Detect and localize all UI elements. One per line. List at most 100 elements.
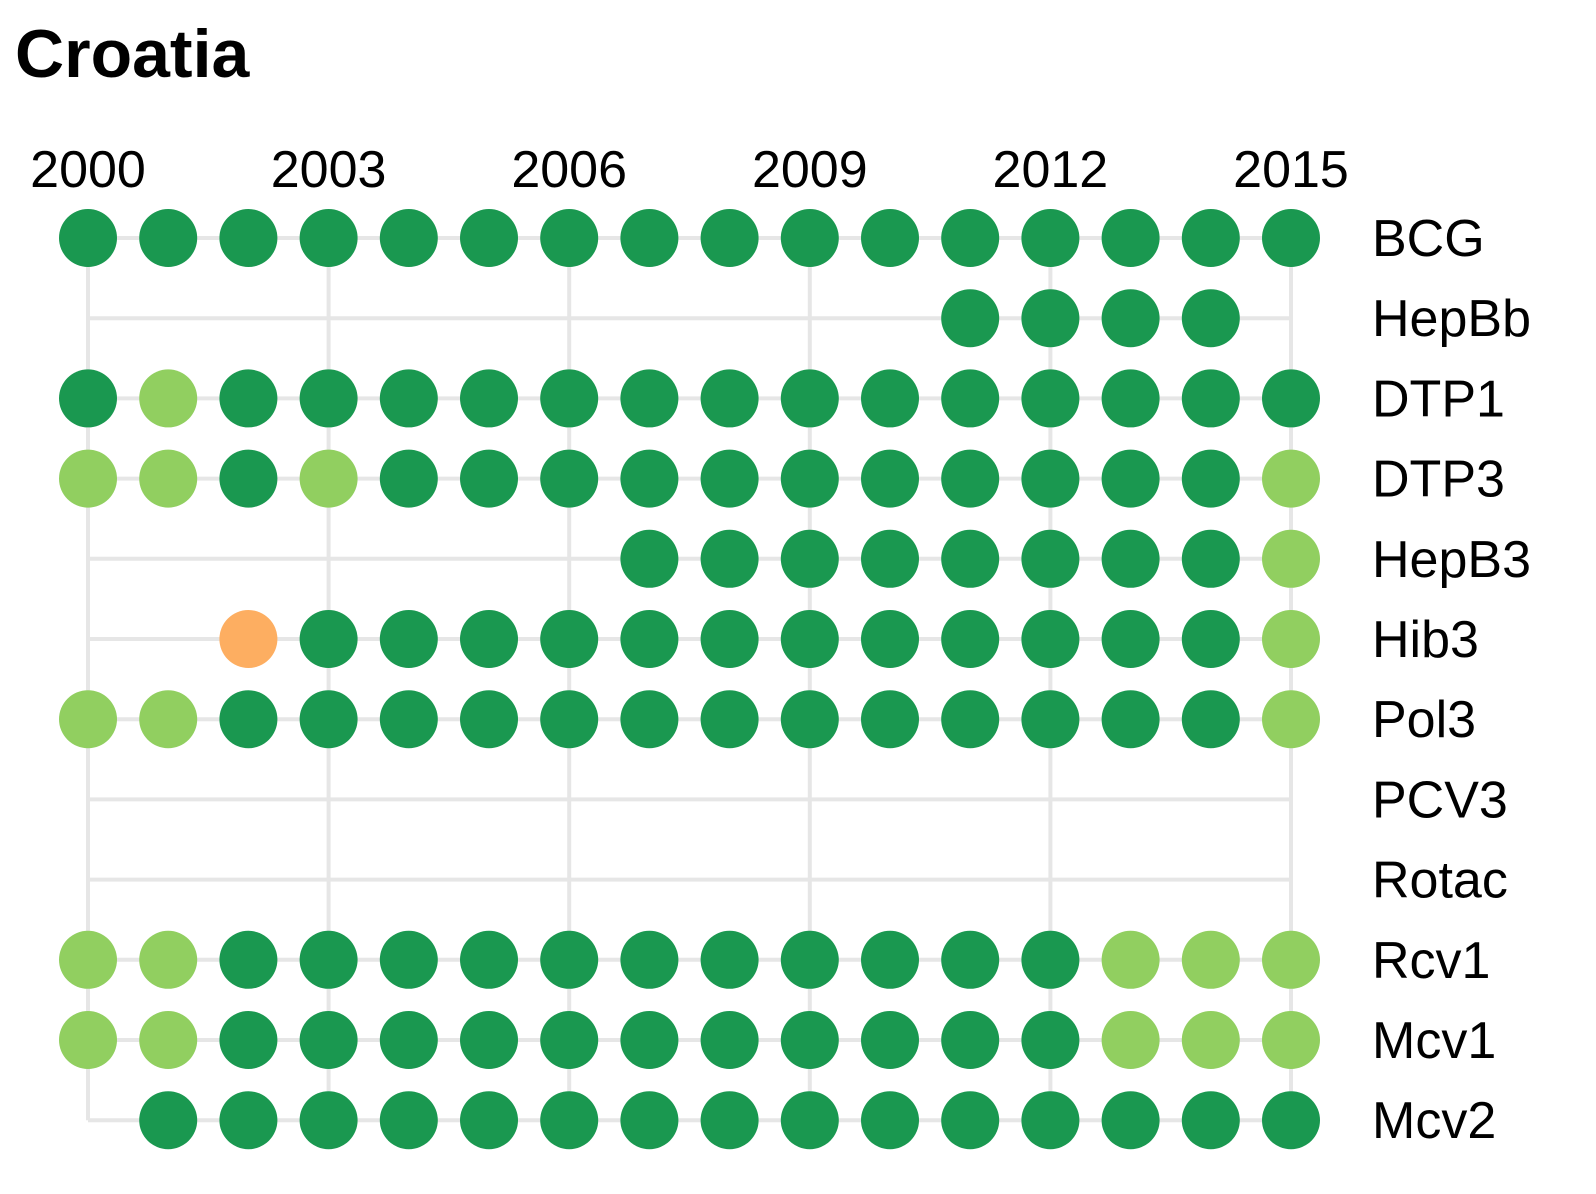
- coverage-dot: [1101, 449, 1160, 508]
- coverage-dot: [540, 209, 599, 267]
- coverage-dot: [861, 209, 919, 267]
- coverage-dot: [780, 610, 839, 668]
- x-tick-label: 2003: [271, 141, 387, 199]
- coverage-dot: [1262, 529, 1320, 588]
- coverage-dot: [139, 1091, 198, 1150]
- coverage-dot: [1101, 690, 1160, 749]
- coverage-dot: [1101, 369, 1160, 428]
- row-label: Pol3: [1372, 691, 1476, 749]
- coverage-dot: [941, 690, 1000, 749]
- coverage-dot: [1262, 610, 1320, 668]
- coverage-dot: [379, 1091, 438, 1150]
- coverage-dot: [299, 1091, 358, 1150]
- coverage-dot: [1021, 449, 1080, 508]
- coverage-dot: [780, 930, 839, 989]
- coverage-dot: [460, 449, 518, 508]
- coverage-dot: [780, 209, 839, 267]
- coverage-dot: [219, 1091, 278, 1150]
- coverage-dot: [1262, 690, 1320, 749]
- coverage-dot: [460, 930, 518, 989]
- coverage-dot: [620, 449, 679, 508]
- coverage-dot: [700, 209, 759, 267]
- coverage-dot: [139, 1011, 198, 1069]
- coverage-dot: [1181, 690, 1240, 749]
- coverage-dot: [1021, 930, 1080, 989]
- coverage-dot: [941, 930, 1000, 989]
- row-label: Rotac: [1372, 852, 1508, 910]
- coverage-dot: [540, 690, 599, 749]
- coverage-dot: [460, 209, 518, 267]
- coverage-dot: [1021, 529, 1080, 588]
- coverage-dot: [780, 449, 839, 508]
- coverage-dot: [1181, 610, 1240, 668]
- coverage-dot: [59, 449, 117, 508]
- coverage-dot: [780, 529, 839, 588]
- coverage-dot: [299, 449, 358, 508]
- coverage-dot: [861, 1011, 919, 1069]
- row-label: Rcv1: [1372, 932, 1490, 990]
- coverage-dot: [379, 369, 438, 428]
- coverage-dot: [460, 690, 518, 749]
- coverage-dot: [540, 1011, 599, 1069]
- coverage-dot: [540, 449, 599, 508]
- row-label: HepBb: [1372, 290, 1531, 348]
- coverage-dot: [219, 1011, 278, 1069]
- coverage-dot: [620, 369, 679, 428]
- coverage-dot: [139, 209, 198, 267]
- coverage-dot: [941, 610, 1000, 668]
- coverage-dot: [1101, 529, 1160, 588]
- coverage-dot: [1181, 289, 1240, 348]
- coverage-dot: [1181, 209, 1240, 267]
- coverage-dot: [219, 449, 278, 508]
- coverage-dot: [1101, 1091, 1160, 1150]
- coverage-dot: [1101, 289, 1160, 348]
- coverage-dot: [139, 930, 198, 989]
- coverage-dot: [1101, 209, 1160, 267]
- x-tick-label: 2015: [1233, 141, 1349, 199]
- coverage-dot: [700, 610, 759, 668]
- coverage-dot: [299, 930, 358, 989]
- coverage-dot: [1101, 1011, 1160, 1069]
- coverage-dot: [540, 930, 599, 989]
- coverage-dot: [620, 930, 679, 989]
- coverage-dot: [700, 449, 759, 508]
- coverage-dot: [700, 930, 759, 989]
- coverage-dot: [620, 209, 679, 267]
- coverage-dot: [379, 209, 438, 267]
- coverage-dot: [620, 1011, 679, 1069]
- coverage-dot: [139, 449, 198, 508]
- row-label: BCG: [1372, 210, 1485, 268]
- coverage-dot: [59, 1011, 117, 1069]
- x-axis-tick-labels: 2000 2003 2006 2009 2012 2015: [30, 141, 1349, 199]
- x-tick-label: 2012: [993, 141, 1109, 199]
- chart-title: Croatia: [15, 16, 250, 92]
- coverage-dot: [299, 209, 358, 267]
- row-label: HepB3: [1372, 531, 1531, 589]
- coverage-dot: [861, 449, 919, 508]
- coverage-dot: [540, 369, 599, 428]
- coverage-dot: [1101, 610, 1160, 668]
- coverage-dot: [299, 1011, 358, 1069]
- coverage-dot: [1262, 449, 1320, 508]
- coverage-dot: [861, 610, 919, 668]
- coverage-dot: [941, 529, 1000, 588]
- x-tick-label: 2009: [752, 141, 868, 199]
- coverage-dot: [379, 690, 438, 749]
- coverage-dot: [1021, 289, 1080, 348]
- coverage-dot: [1021, 610, 1080, 668]
- coverage-dot: [620, 529, 679, 588]
- row-labels: BCG HepBb DTP1 DTP3 HepB3 Hib3 Pol3 PCV3 Rotac Rc…: [1372, 210, 1531, 1150]
- row-label: Hib3: [1372, 611, 1479, 669]
- coverage-dot: [780, 690, 839, 749]
- coverage-dot: [1181, 1011, 1240, 1069]
- coverage-dot: [1181, 529, 1240, 588]
- coverage-dot: [460, 1091, 518, 1150]
- row-label: PCV3: [1372, 771, 1508, 829]
- coverage-dot: [1021, 369, 1080, 428]
- coverage-dot: [299, 369, 358, 428]
- coverage-dot: [460, 1011, 518, 1069]
- x-tick-label: 2006: [511, 141, 627, 199]
- coverage-dot: [59, 209, 117, 267]
- coverage-dot: [620, 610, 679, 668]
- coverage-dot: [620, 1091, 679, 1150]
